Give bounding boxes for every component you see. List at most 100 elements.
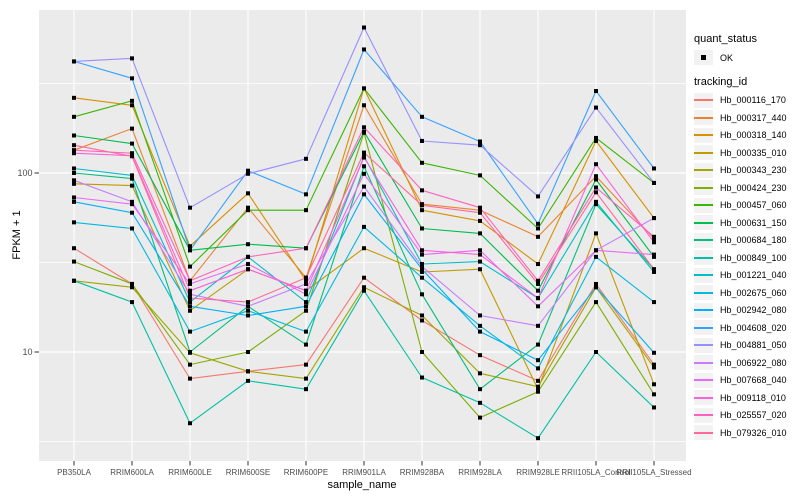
data-point bbox=[188, 362, 192, 367]
data-point bbox=[72, 246, 76, 251]
data-point bbox=[478, 329, 482, 334]
data-point bbox=[188, 288, 192, 293]
data-point bbox=[246, 313, 250, 318]
series-line-icon bbox=[694, 414, 713, 417]
legend-item-label: Hb_001221_040 bbox=[720, 270, 787, 281]
data-point bbox=[478, 173, 482, 178]
data-point bbox=[420, 208, 424, 213]
plot-panel bbox=[39, 10, 686, 461]
data-point bbox=[72, 181, 76, 186]
x-tick-label: RRIM928LE bbox=[516, 468, 560, 477]
legend-title-quant-status: quant_status bbox=[694, 33, 757, 45]
legend-item-label: Hb_006922_080 bbox=[720, 357, 787, 368]
legend-item-label: Hb_000631_150 bbox=[720, 217, 787, 228]
legend-item: Hb_000631_150 bbox=[694, 214, 787, 232]
data-point bbox=[652, 252, 656, 257]
data-point bbox=[188, 292, 192, 297]
series-color-swatch bbox=[694, 162, 713, 178]
data-point bbox=[362, 285, 366, 290]
data-point bbox=[304, 156, 308, 161]
series-line-icon bbox=[694, 274, 713, 277]
legend-item-label: Hb_009118_010 bbox=[720, 392, 786, 403]
legend-item-label: Hb_004608_020 bbox=[720, 322, 787, 333]
data-point bbox=[536, 389, 540, 394]
legend-item: Hb_000116_170 bbox=[694, 92, 787, 110]
data-point bbox=[188, 308, 192, 313]
data-point bbox=[362, 103, 366, 108]
data-point bbox=[362, 164, 366, 169]
data-point bbox=[130, 126, 134, 131]
data-point bbox=[536, 262, 540, 267]
series-color-swatch bbox=[694, 302, 713, 318]
data-point bbox=[130, 300, 134, 305]
data-point bbox=[72, 199, 76, 204]
x-tick-label: RRIM600LA bbox=[110, 468, 154, 477]
data-point bbox=[478, 415, 482, 420]
data-point bbox=[362, 171, 366, 176]
x-tick-label: RRIM928LA bbox=[458, 468, 502, 477]
series-color-swatch bbox=[694, 425, 713, 441]
series-line-icon bbox=[694, 326, 713, 329]
series-color-swatch bbox=[694, 232, 713, 248]
data-point bbox=[594, 89, 598, 94]
legend-item-ok: OK bbox=[694, 49, 787, 67]
data-point bbox=[652, 166, 656, 171]
data-point bbox=[594, 135, 598, 140]
data-point bbox=[420, 248, 424, 253]
data-point bbox=[246, 300, 250, 305]
data-point bbox=[652, 392, 656, 397]
data-point bbox=[72, 166, 76, 171]
data-point bbox=[478, 400, 482, 405]
data-point bbox=[130, 151, 134, 156]
data-point bbox=[362, 184, 366, 189]
series-color-swatch bbox=[694, 320, 713, 336]
legend-item: Hb_000684_180 bbox=[694, 232, 787, 250]
series-line-icon bbox=[694, 99, 713, 102]
x-tick-label: PB350LA bbox=[57, 468, 91, 477]
data-point bbox=[420, 203, 424, 208]
data-point bbox=[246, 205, 250, 210]
data-point bbox=[420, 292, 424, 297]
data-point bbox=[304, 275, 308, 280]
data-point bbox=[420, 375, 424, 380]
data-point bbox=[72, 143, 76, 148]
data-point bbox=[72, 195, 76, 200]
data-point bbox=[594, 254, 598, 259]
series-color-swatch bbox=[694, 372, 713, 388]
data-point bbox=[72, 59, 76, 64]
data-point bbox=[72, 220, 76, 225]
data-point bbox=[130, 183, 134, 188]
data-point bbox=[420, 226, 424, 231]
legend-item: Hb_004881_050 bbox=[694, 337, 787, 355]
data-point bbox=[478, 313, 482, 318]
series-line-icon bbox=[694, 151, 713, 154]
data-point bbox=[246, 208, 250, 213]
legend-item-label: Hb_000116_170 bbox=[720, 95, 786, 106]
data-point bbox=[594, 185, 598, 190]
data-point bbox=[420, 313, 424, 318]
data-point bbox=[536, 342, 540, 347]
data-point bbox=[478, 210, 482, 215]
legend-item: Hb_007668_040 bbox=[694, 372, 787, 390]
series-color-swatch bbox=[694, 390, 713, 406]
data-point bbox=[478, 231, 482, 236]
series-color-swatch bbox=[694, 215, 713, 231]
data-point bbox=[130, 56, 134, 61]
data-point bbox=[246, 350, 250, 354]
data-point bbox=[72, 278, 76, 283]
series-line-icon bbox=[694, 169, 713, 172]
series-color-swatch bbox=[694, 355, 713, 371]
data-point bbox=[594, 350, 598, 354]
data-point bbox=[536, 296, 540, 301]
x-tick-label: RRIM600LE bbox=[168, 468, 212, 477]
y-axis-title: FPKM + 1 bbox=[11, 210, 23, 260]
data-point bbox=[594, 174, 598, 179]
series-line-icon bbox=[694, 291, 713, 294]
data-point bbox=[536, 226, 540, 231]
data-point bbox=[536, 281, 540, 286]
data-point bbox=[478, 259, 482, 264]
data-point bbox=[188, 350, 192, 354]
data-point bbox=[652, 216, 656, 221]
data-point bbox=[188, 304, 192, 309]
series-color-swatch bbox=[694, 127, 713, 143]
